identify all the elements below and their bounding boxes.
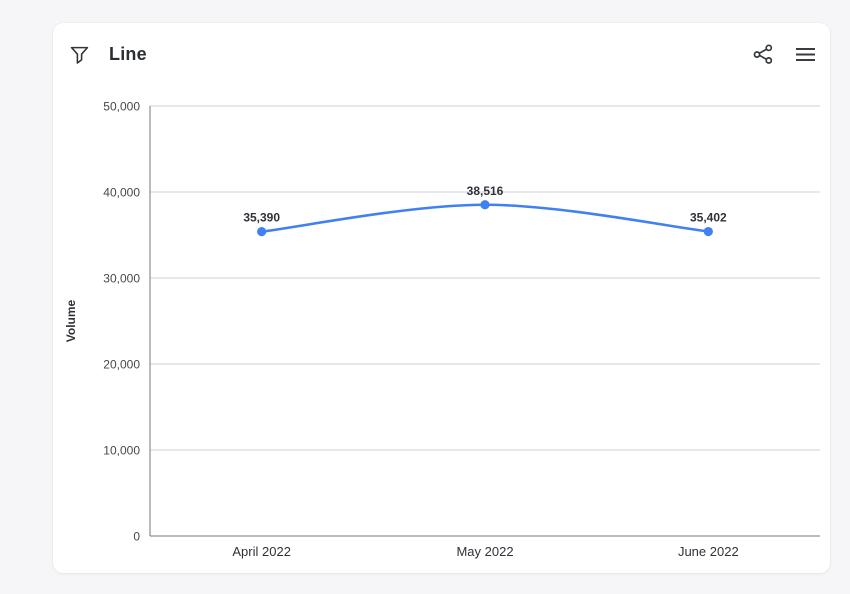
data-point[interactable] (257, 227, 267, 237)
x-axis-label: June 2022 (678, 544, 739, 559)
chart-title: Line (109, 43, 147, 64)
line-chart: 0 10,000 20,000 30,000 40,000 50,000 April 202… (53, 23, 830, 573)
line-chart-canvas[interactable]: 0 10,000 20,000 30,000 40,000 50,000 April 202… (53, 23, 830, 573)
x-axis-label: April 2022 (232, 544, 291, 559)
x-axis-label: May 2022 (456, 544, 513, 559)
y-tick-label: 0 (133, 530, 140, 544)
data-point[interactable] (703, 226, 713, 237)
y-axis-title: Volume (64, 299, 78, 342)
card-header: Line (53, 23, 830, 71)
menu-icon[interactable] (794, 43, 816, 65)
share-icon[interactable] (752, 43, 774, 65)
data-label: 38,516 (467, 184, 504, 198)
data-label: 35,390 (243, 211, 280, 225)
y-tick-label: 30,000 (103, 272, 140, 286)
chart-card: 0 10,000 20,000 30,000 40,000 50,000 April 202… (53, 23, 830, 573)
filter-icon[interactable] (68, 43, 90, 65)
data-point[interactable] (480, 200, 490, 210)
y-tick-label: 40,000 (103, 186, 140, 200)
y-tick-label: 50,000 (103, 100, 140, 114)
y-tick-label: 20,000 (103, 358, 140, 372)
data-label: 35,402 (690, 211, 727, 225)
y-tick-label: 10,000 (103, 444, 140, 458)
